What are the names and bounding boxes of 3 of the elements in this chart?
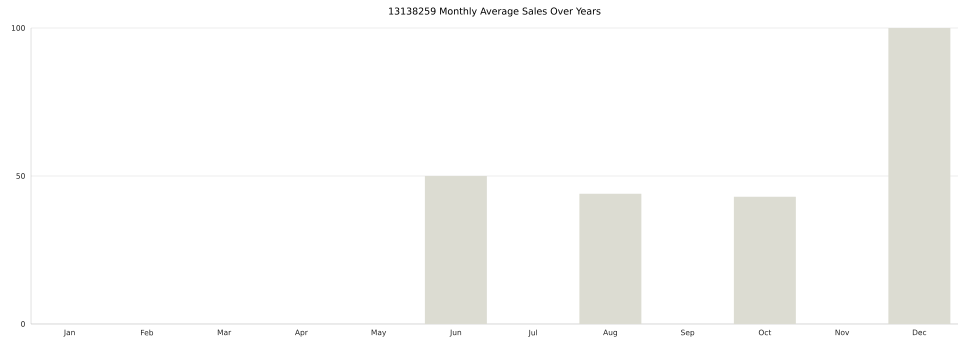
- bar: [734, 196, 796, 324]
- bar: [579, 194, 642, 324]
- chart-title: 13138259 Monthly Average Sales Over Years: [389, 7, 600, 16]
